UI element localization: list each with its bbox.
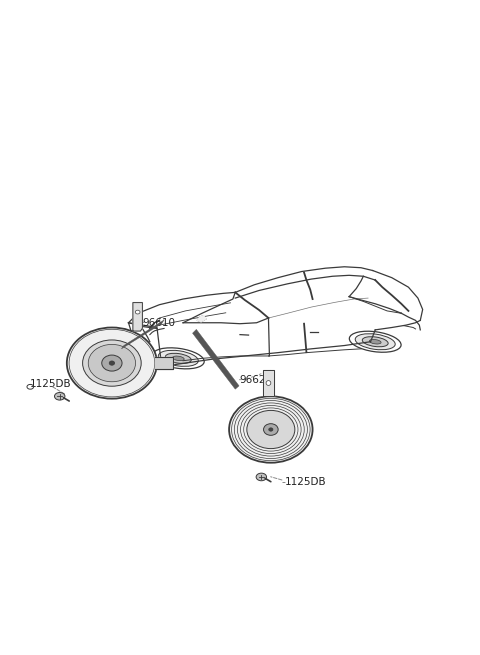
Polygon shape: [197, 316, 206, 322]
Ellipse shape: [67, 328, 157, 399]
Ellipse shape: [83, 340, 141, 386]
Ellipse shape: [102, 355, 122, 371]
Ellipse shape: [166, 353, 191, 364]
Polygon shape: [121, 320, 164, 349]
Ellipse shape: [355, 333, 395, 350]
Text: 1125DB: 1125DB: [285, 477, 327, 487]
Polygon shape: [192, 329, 239, 389]
Ellipse shape: [266, 381, 271, 385]
Ellipse shape: [256, 473, 266, 481]
Ellipse shape: [264, 424, 278, 436]
Ellipse shape: [369, 339, 381, 344]
Ellipse shape: [247, 411, 295, 449]
Ellipse shape: [55, 392, 65, 400]
Ellipse shape: [269, 428, 273, 431]
Ellipse shape: [88, 345, 135, 382]
Ellipse shape: [229, 396, 312, 462]
Polygon shape: [133, 303, 143, 331]
Ellipse shape: [135, 310, 140, 314]
Ellipse shape: [109, 361, 115, 365]
Ellipse shape: [172, 356, 184, 361]
Polygon shape: [263, 370, 274, 396]
Ellipse shape: [362, 337, 388, 346]
Text: 1125DB: 1125DB: [30, 379, 72, 390]
Ellipse shape: [158, 350, 198, 366]
Text: 96610: 96610: [143, 318, 176, 328]
Text: 96620: 96620: [239, 375, 272, 384]
